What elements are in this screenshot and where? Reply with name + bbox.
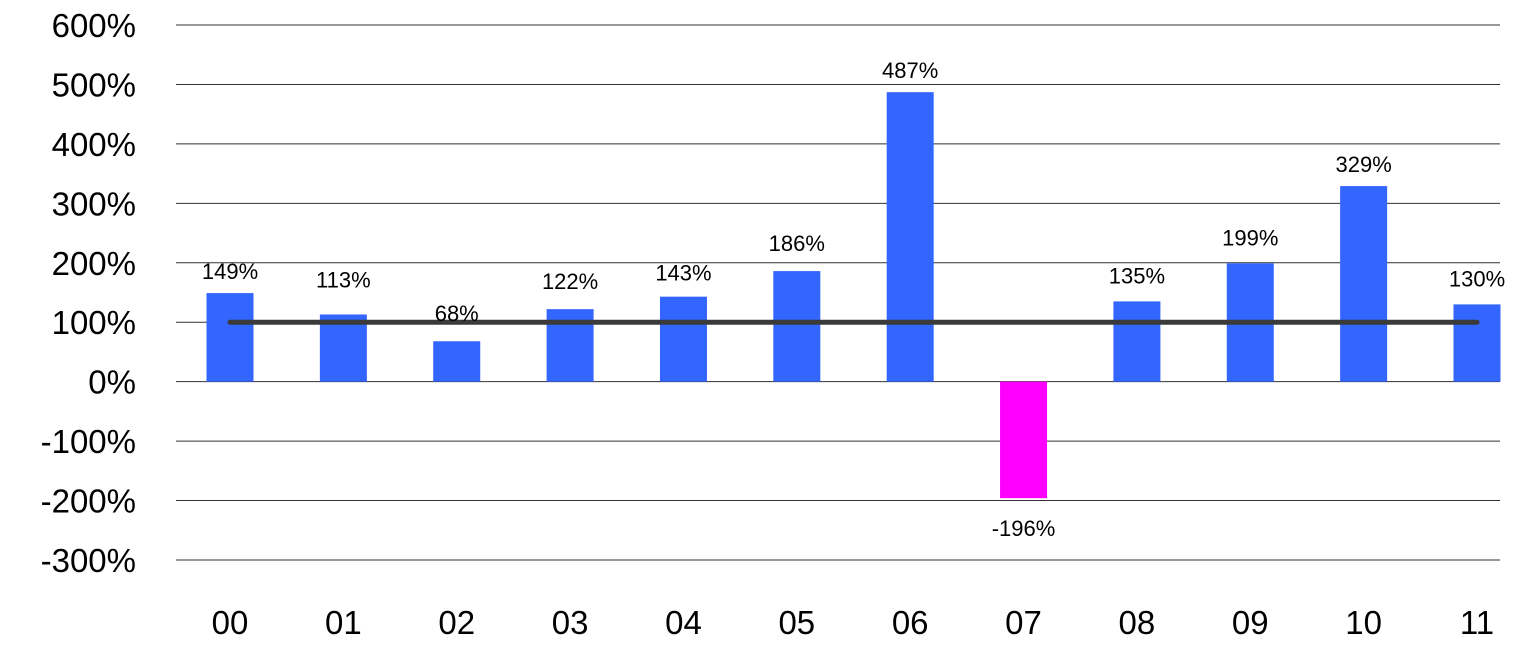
y-tick-label: 0% xyxy=(88,364,136,401)
x-tick-label: 06 xyxy=(892,604,929,641)
x-tick-label: 04 xyxy=(665,604,702,641)
y-tick-label: -100% xyxy=(41,423,136,460)
y-tick-label: -200% xyxy=(41,483,136,520)
x-tick-label: 00 xyxy=(212,604,249,641)
bar-05 xyxy=(773,271,821,382)
bar-11 xyxy=(1453,304,1501,382)
data-label-03: 122% xyxy=(542,269,598,294)
y-tick-label: 200% xyxy=(52,245,136,282)
y-tick-label: 600% xyxy=(52,7,136,44)
x-tick-label: 09 xyxy=(1232,604,1269,641)
data-label-07: -196% xyxy=(992,516,1056,541)
data-label-00: 149% xyxy=(202,259,258,284)
y-tick-label: -300% xyxy=(41,542,136,579)
bar-10 xyxy=(1340,186,1388,382)
bar-02 xyxy=(433,341,481,382)
bars-layer xyxy=(206,92,1501,499)
x-tick-label: 11 xyxy=(1460,604,1494,641)
x-tick-label: 03 xyxy=(552,604,589,641)
x-axis: 00 01 02 03 04 05 06 07 08 09 10 11 xyxy=(212,604,1494,641)
data-label-09: 199% xyxy=(1222,225,1278,250)
data-label-06: 487% xyxy=(882,58,938,83)
x-tick-label: 08 xyxy=(1119,604,1156,641)
y-tick-label: 400% xyxy=(52,126,136,163)
bar-01 xyxy=(319,314,367,382)
x-tick-label: 01 xyxy=(325,604,362,641)
bar-08 xyxy=(1113,301,1161,382)
bar-07 xyxy=(1000,381,1048,499)
x-tick-label: 07 xyxy=(1005,604,1042,641)
x-tick-label: 02 xyxy=(438,604,475,641)
data-label-08: 135% xyxy=(1109,263,1165,288)
data-label-01: 113% xyxy=(316,267,371,292)
y-tick-label: 500% xyxy=(52,66,136,103)
data-label-04: 143% xyxy=(655,261,711,286)
data-labels-layer: 149% 113% 68% 122% 143% 186% 487% -196% 135% 199%… xyxy=(202,58,1505,541)
bar-00 xyxy=(206,293,254,382)
x-tick-label: 05 xyxy=(778,604,815,641)
data-label-10: 329% xyxy=(1335,152,1391,177)
bar-06 xyxy=(886,92,934,382)
data-label-05: 186% xyxy=(769,231,825,256)
y-axis: 600% 500% 400% 300% 200% 100% 0% -100% -200% -300… xyxy=(41,7,136,579)
data-label-11: 130% xyxy=(1449,266,1505,291)
x-tick-label: 10 xyxy=(1345,604,1382,641)
bar-04 xyxy=(659,296,707,382)
y-tick-label: 300% xyxy=(52,185,136,222)
data-label-02: 68% xyxy=(435,301,479,326)
grid-layer xyxy=(176,24,1500,561)
y-tick-label: 100% xyxy=(52,304,136,341)
